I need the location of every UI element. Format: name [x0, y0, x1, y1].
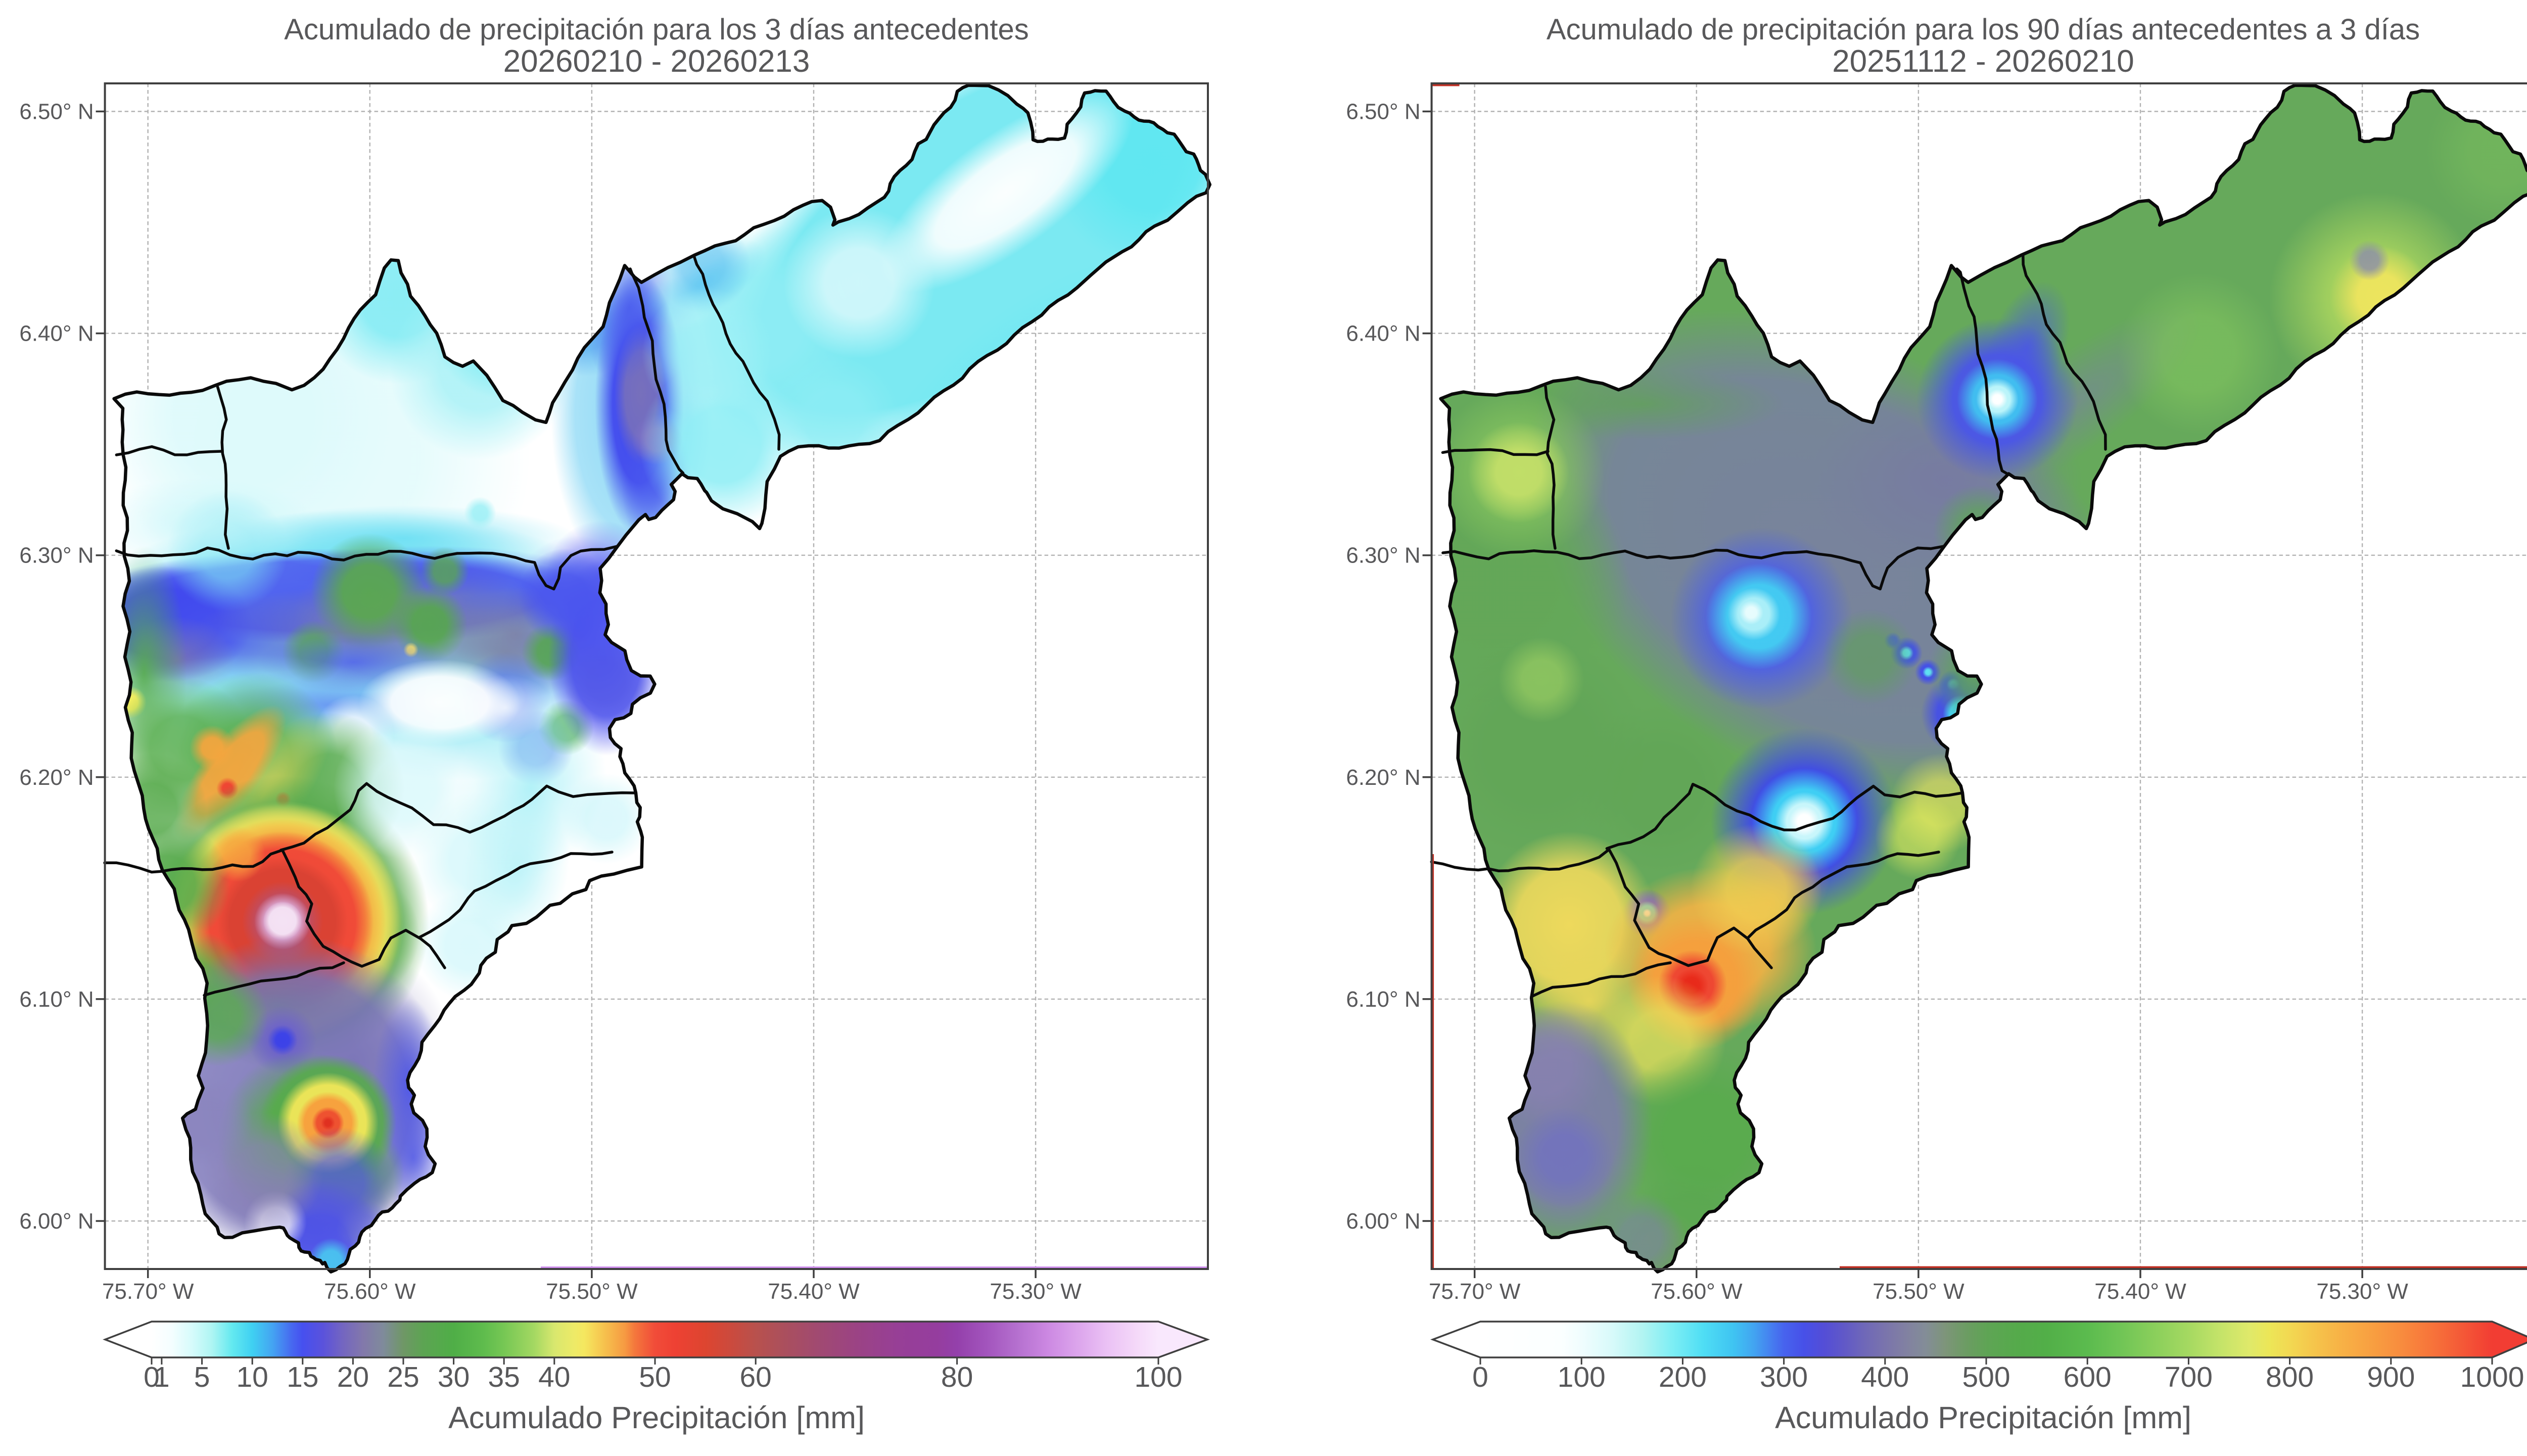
svg-text:400: 400: [1861, 1361, 1909, 1393]
svg-text:30: 30: [438, 1361, 470, 1393]
svg-text:Acumulado Precipitación [mm]: Acumulado Precipitación [mm]: [1775, 1400, 2191, 1435]
svg-text:25: 25: [387, 1361, 419, 1393]
svg-text:700: 700: [2165, 1361, 2213, 1393]
svg-text:75.60° W: 75.60° W: [1651, 1279, 1743, 1304]
svg-text:6.40° N: 6.40° N: [19, 321, 93, 346]
svg-text:6.20° N: 6.20° N: [19, 765, 93, 790]
svg-text:75.50° W: 75.50° W: [1873, 1279, 1964, 1304]
svg-text:6.00° N: 6.00° N: [1346, 1209, 1420, 1234]
svg-text:60: 60: [739, 1361, 771, 1393]
svg-text:900: 900: [2367, 1361, 2415, 1393]
svg-text:1: 1: [154, 1361, 170, 1393]
svg-text:6.50° N: 6.50° N: [19, 100, 93, 124]
svg-text:6.30° N: 6.30° N: [19, 543, 93, 568]
svg-text:0: 0: [1472, 1361, 1488, 1393]
svg-text:5: 5: [194, 1361, 210, 1393]
svg-text:50: 50: [639, 1361, 671, 1393]
svg-text:600: 600: [2064, 1361, 2112, 1393]
svg-text:20251112 - 20260210: 20251112 - 20260210: [1832, 44, 2134, 79]
svg-text:75.30° W: 75.30° W: [990, 1279, 1082, 1304]
svg-text:100: 100: [1558, 1361, 1606, 1393]
svg-text:200: 200: [1659, 1361, 1707, 1393]
svg-text:6.30° N: 6.30° N: [1346, 543, 1420, 568]
svg-text:75.40° W: 75.40° W: [2094, 1279, 2186, 1304]
svg-text:1000: 1000: [2460, 1361, 2524, 1393]
svg-text:6.00° N: 6.00° N: [19, 1209, 93, 1234]
svg-text:75.50° W: 75.50° W: [546, 1279, 638, 1304]
svg-text:10: 10: [236, 1361, 268, 1393]
svg-text:15: 15: [287, 1361, 318, 1393]
svg-text:75.60° W: 75.60° W: [324, 1279, 416, 1304]
svg-text:80: 80: [941, 1361, 973, 1393]
svg-text:Acumulado Precipitación [mm]: Acumulado Precipitación [mm]: [448, 1400, 865, 1435]
svg-text:300: 300: [1760, 1361, 1808, 1393]
svg-text:800: 800: [2266, 1361, 2314, 1393]
svg-text:40: 40: [538, 1361, 570, 1393]
svg-text:6.10° N: 6.10° N: [1346, 987, 1420, 1012]
svg-text:75.40° W: 75.40° W: [768, 1279, 860, 1304]
svg-text:0: 0: [144, 1361, 160, 1393]
svg-text:75.30° W: 75.30° W: [2316, 1279, 2408, 1304]
svg-text:35: 35: [488, 1361, 520, 1393]
svg-text:75.70° W: 75.70° W: [102, 1279, 194, 1304]
svg-text:Acumulado de precipitación par: Acumulado de precipitación para los 3 dí…: [284, 13, 1029, 46]
svg-text:Acumulado de precipitación par: Acumulado de precipitación para los 90 d…: [1547, 13, 2420, 46]
svg-text:6.10° N: 6.10° N: [19, 987, 93, 1012]
svg-text:500: 500: [1962, 1361, 2010, 1393]
svg-text:6.50° N: 6.50° N: [1346, 100, 1420, 124]
svg-text:75.70° W: 75.70° W: [1429, 1279, 1521, 1304]
svg-text:20260210 - 20260213: 20260210 - 20260213: [503, 44, 810, 79]
svg-text:6.40° N: 6.40° N: [1346, 321, 1420, 346]
svg-text:6.20° N: 6.20° N: [1346, 765, 1420, 790]
svg-text:100: 100: [1134, 1361, 1182, 1393]
svg-text:20: 20: [337, 1361, 369, 1393]
